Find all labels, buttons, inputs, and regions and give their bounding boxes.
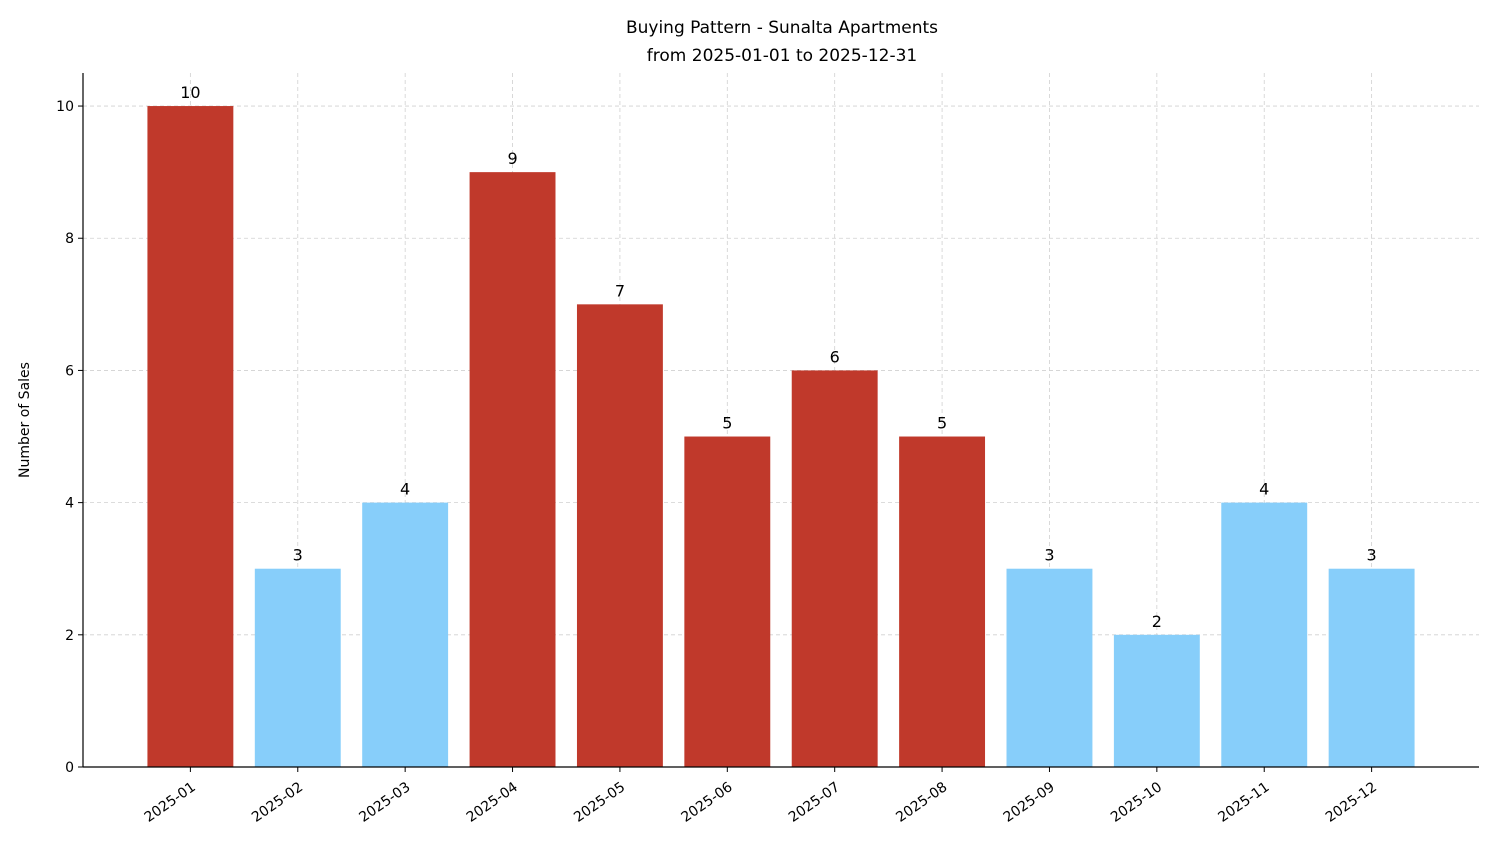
y-tick-label: 0 (65, 760, 74, 776)
bar-2025-11 (1221, 502, 1308, 767)
data-label: 2 (1152, 612, 1162, 631)
chart-subtitle: from 2025-01-01 to 2025-12-31 (647, 46, 917, 66)
x-tick-label: 2025-05 (571, 779, 628, 826)
data-label: 6 (830, 347, 840, 366)
y-tick-label: 10 (56, 99, 74, 115)
data-label: 3 (1367, 546, 1377, 565)
data-label: 10 (180, 83, 200, 102)
y-axis-label: Number of Sales (17, 362, 33, 478)
x-tick-label: 2025-10 (1108, 779, 1165, 826)
bar-2025-07 (791, 370, 878, 767)
bar-2025-03 (362, 502, 449, 767)
chart-title: Buying Pattern - Sunalta Apartments (626, 18, 938, 38)
x-tick-label: 2025-04 (464, 779, 521, 826)
bar-2025-04 (469, 172, 556, 768)
x-tick-label: 2025-03 (356, 779, 413, 826)
bar-2025-10 (1113, 634, 1200, 767)
x-tick-label: 2025-08 (893, 779, 950, 826)
x-tick-label: 2025-07 (786, 779, 843, 826)
data-label: 4 (400, 480, 410, 499)
data-label: 9 (507, 149, 517, 168)
data-label: 7 (615, 281, 625, 300)
bar-2025-09 (1006, 568, 1093, 767)
data-label: 3 (293, 546, 303, 565)
y-tick-label: 2 (65, 628, 74, 644)
x-tick-label: 2025-11 (1215, 779, 1272, 826)
y-tick-label: 6 (65, 363, 74, 379)
bar-2025-06 (684, 436, 771, 767)
bar-2025-12 (1328, 568, 1415, 767)
data-label: 5 (722, 414, 732, 433)
data-label: 3 (1044, 546, 1054, 565)
bar-2025-08 (899, 436, 986, 767)
x-tick-label: 2025-01 (142, 779, 199, 826)
bar-2025-02 (254, 568, 341, 767)
data-label: 4 (1259, 480, 1269, 499)
bar-2025-05 (576, 304, 663, 767)
bar-2025-01 (147, 106, 234, 768)
y-tick-label: 4 (65, 496, 74, 512)
x-tick-label: 2025-12 (1323, 779, 1380, 826)
data-label: 5 (937, 414, 947, 433)
x-tick-label: 2025-09 (1001, 779, 1058, 826)
x-tick-label: 2025-02 (249, 779, 306, 826)
y-tick-label: 8 (65, 231, 74, 247)
x-tick-label: 2025-06 (679, 779, 736, 826)
